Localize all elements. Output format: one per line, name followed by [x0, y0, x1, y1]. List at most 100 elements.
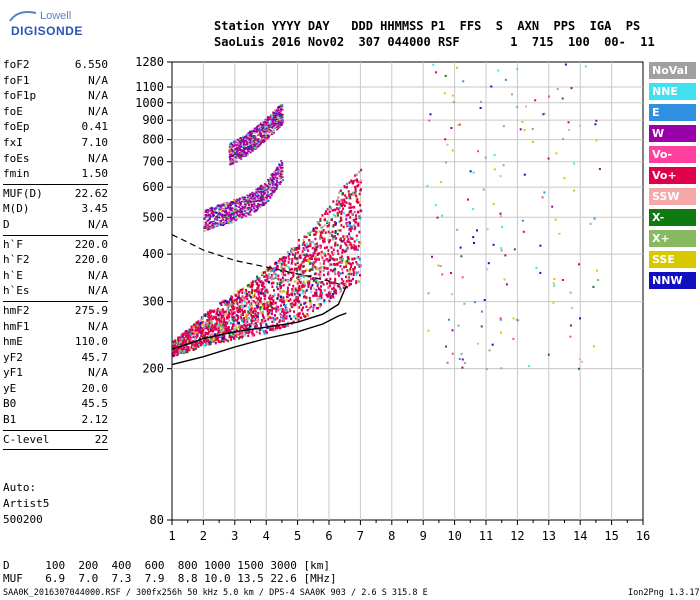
echo-point [186, 350, 189, 354]
echo-point [298, 254, 301, 257]
echo-point [334, 230, 337, 233]
echo-point [272, 182, 275, 184]
echo-point [323, 289, 326, 292]
echo-point [251, 305, 253, 308]
echo-point [277, 114, 280, 116]
echo-point [330, 281, 333, 284]
echo-point [263, 192, 266, 195]
echo-point [207, 328, 210, 331]
echo-point [224, 220, 227, 222]
echo-point [267, 280, 270, 284]
echo-point [214, 341, 217, 345]
echo-point [260, 131, 263, 133]
echo-point [239, 140, 242, 142]
echo-point [262, 292, 265, 295]
noise-point [491, 343, 494, 346]
echo-point [341, 259, 344, 263]
echo-point [286, 307, 289, 310]
echo-point [238, 210, 241, 212]
echo-point [352, 205, 355, 209]
echo-point [229, 143, 232, 145]
echo-point [241, 139, 243, 141]
noise-point [497, 69, 500, 72]
echo-point [196, 324, 199, 327]
echo-point [358, 192, 361, 196]
echo-point [253, 325, 256, 329]
echo-point [310, 241, 312, 244]
echo-point [307, 232, 310, 235]
echo-point [273, 127, 275, 129]
param-name: B0 [3, 397, 17, 411]
echo-point [224, 219, 227, 221]
echo-point [199, 329, 201, 333]
echo-point [354, 221, 357, 224]
echo-point [246, 142, 248, 144]
echo-point [257, 188, 260, 191]
legend-item-e: E [649, 104, 696, 121]
echo-point [254, 292, 256, 295]
echo-point [235, 205, 238, 208]
noise-point [488, 349, 491, 352]
echo-point [223, 319, 226, 322]
param-value: 22.62 [74, 186, 108, 200]
echo-point [263, 285, 266, 289]
echo-point [225, 209, 227, 212]
echo-point [243, 299, 246, 302]
echo-point [232, 155, 234, 158]
echo-point [262, 141, 265, 144]
echo-point [260, 126, 263, 128]
echo-point [277, 109, 280, 111]
echo-point [248, 134, 251, 136]
echo-point [260, 190, 263, 192]
echo-point [276, 166, 279, 169]
echo-point [350, 244, 353, 247]
echo-point [270, 133, 273, 136]
noise-point [554, 218, 557, 221]
echo-point [230, 213, 233, 216]
noise-point [477, 342, 479, 345]
echo-point [308, 299, 311, 302]
echo-point [282, 270, 284, 274]
echo-point [294, 303, 297, 307]
echo-point [276, 122, 279, 125]
noise-point [440, 181, 443, 184]
echo-point [241, 335, 243, 338]
echo-point [290, 262, 293, 265]
echo-point [317, 283, 319, 286]
echo-point [267, 195, 270, 197]
echo-point [288, 252, 291, 256]
echo-point [271, 175, 274, 177]
param-name: fmin [3, 167, 30, 181]
noise-point [451, 149, 454, 152]
echo-point [234, 205, 237, 208]
echo-point [272, 281, 275, 285]
noise-point [552, 282, 555, 285]
echo-point [358, 264, 361, 267]
echo-point [358, 216, 361, 220]
echo-point [316, 284, 319, 288]
echo-point [246, 201, 249, 204]
echo-point [267, 314, 270, 318]
echo-point [280, 121, 283, 124]
echo-point [235, 314, 238, 317]
echo-point [275, 169, 278, 171]
echo-point [302, 271, 305, 274]
noise-point [569, 324, 572, 327]
echo-point [261, 198, 264, 200]
echo-point [318, 245, 321, 249]
echo-point [277, 169, 280, 172]
echo-point [335, 207, 338, 210]
echo-point [289, 268, 291, 271]
echo-point [273, 176, 276, 179]
echo-point [240, 138, 243, 140]
echo-point [313, 260, 315, 264]
echo-point [291, 293, 293, 296]
echo-point [222, 328, 225, 332]
echo-point [320, 281, 323, 284]
echo-point [345, 279, 348, 283]
echo-point [314, 260, 317, 263]
echo-point [349, 229, 352, 233]
echo-point [245, 139, 248, 141]
echo-point [340, 281, 343, 285]
echo-point [277, 124, 280, 126]
